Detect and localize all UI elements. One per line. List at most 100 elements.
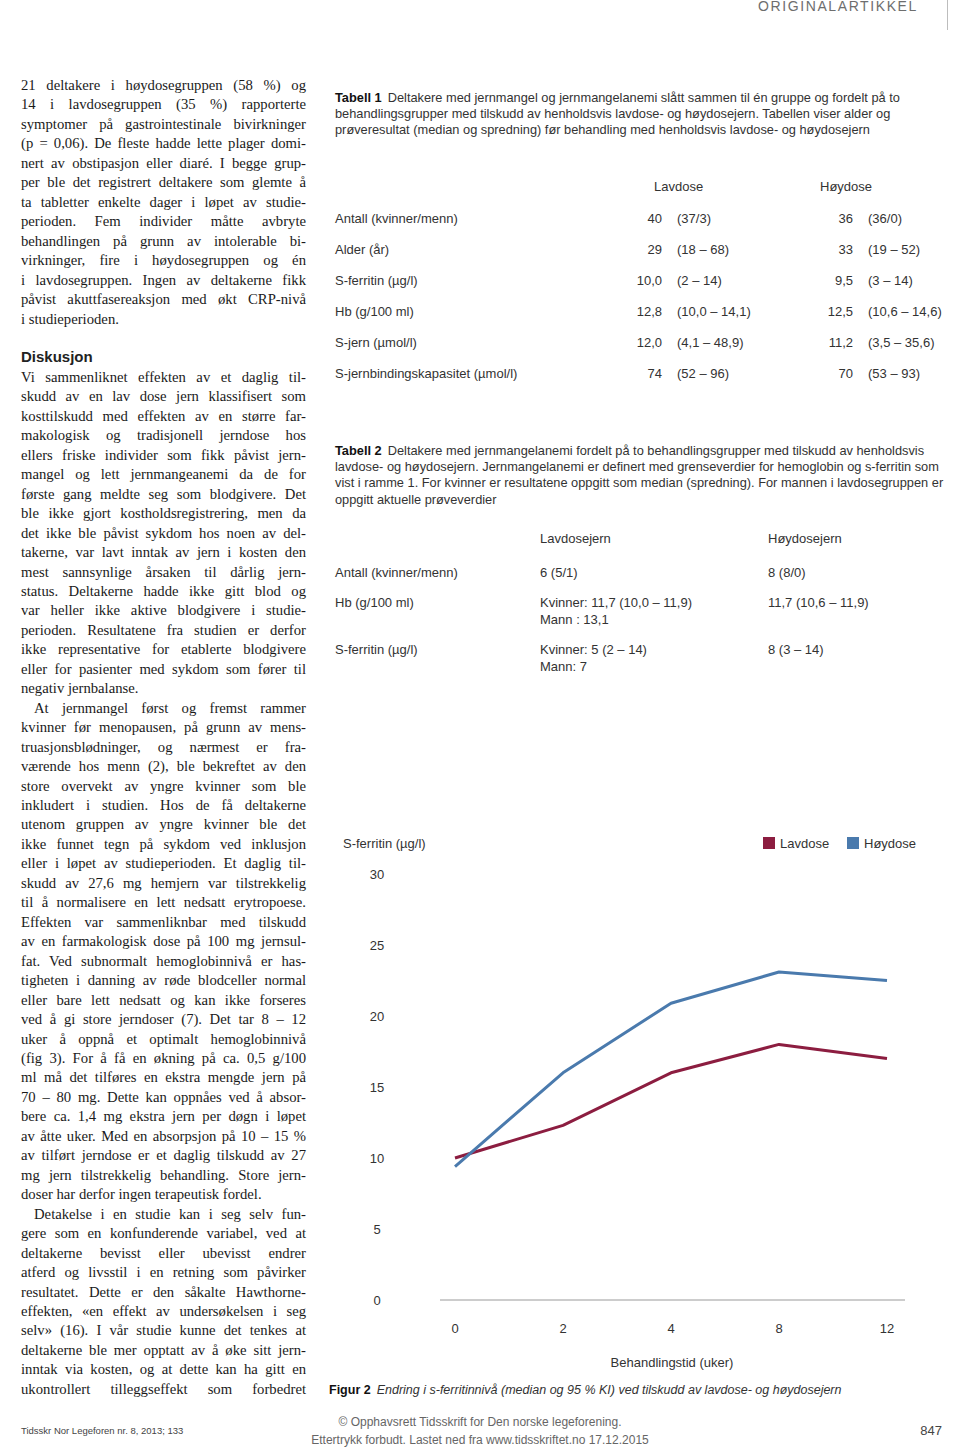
cell-text: 8 (3 – 14) <box>768 641 824 658</box>
chart: S-ferritin (µg/l)051015202530024812Behan… <box>330 820 940 1380</box>
body-line: ml må det tilføres en ekstra mengde jern… <box>21 1067 306 1087</box>
table-caption: Tabell 1Deltakere med jernmangel og jern… <box>335 90 945 139</box>
body-line: inntak via kosten, og at dette kan ha gi… <box>21 1359 306 1379</box>
y-tick-label: 0 <box>373 1293 380 1308</box>
footer-notice: Ettertrykk forbudt. Lastet ned fra www.t… <box>0 1433 960 1447</box>
cell-range: (10,0 – 14,1) <box>677 303 751 320</box>
body-line: deltakerne bevisst eller ubevisst endrer <box>21 1243 306 1263</box>
x-tick-label: 12 <box>880 1321 894 1336</box>
cell-median: 12,8 <box>637 303 662 320</box>
x-axis-title: Behandlingstid (uker) <box>611 1355 734 1370</box>
series-line <box>455 972 887 1167</box>
body-line: ikke funnet tegn på sykdom ved inklusjon <box>21 834 306 854</box>
body-line: status. Deltakerne hadde ikke gitt blod … <box>21 581 306 601</box>
body-line: mangel og lett jernmangeanemi da de for <box>21 464 306 484</box>
body-line: til å normalisere en lett nedsatt erytro… <box>21 892 306 912</box>
body-line: virkninger, fire i høydosegruppen og én <box>21 250 306 270</box>
body-line: eller i løpet av studieperioden. Et dagl… <box>21 853 306 873</box>
cell-text: 8 (8/0) <box>768 564 806 581</box>
cell-median: 36 <box>839 210 853 227</box>
cell-median: 74 <box>648 365 662 382</box>
body-line: atferd og livsstil i en retning som påvi… <box>21 1262 306 1282</box>
body-line: 14 i lavdosegruppen (35 %) rapporterte <box>21 94 306 114</box>
cell-range: (19 – 52) <box>868 241 920 258</box>
cell-median: 33 <box>839 241 853 258</box>
body-line: ukontrollert tilleggseffekt som forbedre… <box>21 1379 306 1399</box>
column-header: Høydose <box>820 178 872 195</box>
row-label: Antall (kvinner/menn) <box>335 564 458 581</box>
row-label: Hb (g/100 ml) <box>335 303 414 320</box>
row-label: Antall (kvinner/menn) <box>335 210 458 227</box>
body-line: uker å oppnå et optimalt hemoglobinnivå <box>21 1029 306 1049</box>
body-line: symptomer på gastrointestinale bivirknin… <box>21 114 306 134</box>
body-line: effekten, «en effekt av undersøkelsen i … <box>21 1301 306 1321</box>
x-tick-label: 8 <box>775 1321 782 1336</box>
body-line: (fig 3). For å få en økning på ca. 0,5 g… <box>21 1048 306 1068</box>
body-line: av en farmakologisk dose på 100 mg jerns… <box>21 931 306 951</box>
row-label: S-jern (µmol/l) <box>335 334 417 351</box>
cell-median: 11,2 <box>829 334 853 351</box>
body-line: doser har derfor ingen terapeutisk forde… <box>21 1184 306 1204</box>
y-axis-title: S-ferritin (µg/l) <box>343 836 426 851</box>
cell-text: 11,7 (10,6 – 11,9) <box>768 594 869 611</box>
row-label: Hb (g/100 ml) <box>335 594 414 611</box>
cell-range: (2 – 14) <box>677 272 722 289</box>
body-line: ellers friske individer som fikk påvist … <box>21 445 306 465</box>
caption-text: Deltakere med jernmangel og jernmangelan… <box>335 90 900 137</box>
footer-copyright: © Opphavsrett Tidsskrift for Den norske … <box>0 1415 960 1429</box>
body-line: Vi sammenliknet effekten av et daglig ti… <box>21 367 306 387</box>
legend-swatch <box>847 837 859 849</box>
body-line: tigheten i danning av røde blodceller no… <box>21 970 306 990</box>
y-tick-label: 20 <box>370 1009 384 1024</box>
cell-median: 70 <box>839 365 853 382</box>
body-line: kosttilskudd med effekten av en større f… <box>21 406 306 426</box>
cell-text: Kvinner: 11,7 (10,0 – 11,9) <box>540 594 692 611</box>
cell-range: (53 – 93) <box>868 365 920 382</box>
body-line: makologisk og tradisjonell jerndose hos <box>21 425 306 445</box>
cell-median: 9,5 <box>835 272 853 289</box>
table-label: Tabell 2 <box>335 443 382 458</box>
x-axis-line <box>440 1300 905 1301</box>
body-line: av åtte uker. Med en absorpsjon på 10 – … <box>21 1126 306 1146</box>
cell-range: (3 – 14) <box>868 272 913 289</box>
body-line: truasjonsblødninger, og nærmest er fra- <box>21 737 306 757</box>
cell-range: (10,6 – 14,6) <box>868 303 942 320</box>
body-line: Detakelse i en studie kan i seg selv fun… <box>21 1204 306 1224</box>
cell-median: 10,0 <box>637 272 662 289</box>
cell-text: Kvinner: 5 (2 – 14) <box>540 641 647 658</box>
legend-label: Lavdose <box>780 836 829 851</box>
section-heading: Diskusjon <box>21 347 93 367</box>
body-line: første gang meldte seg som blodgivere. D… <box>21 484 306 504</box>
column-header: Lavdosejern <box>540 530 611 547</box>
body-line: (p = 0,06). De fleste hadde lette plager… <box>21 133 306 153</box>
caption-text: Deltakere med jernmangelanemi fordelt på… <box>335 443 943 507</box>
cell-range: (18 – 68) <box>677 241 729 258</box>
body-line: skudd av 27,6 mg hemjern var tilstrekkel… <box>21 873 306 893</box>
body-line: perioden. Resultatene fra studien er der… <box>21 620 306 640</box>
body-line: Effekten var sammenliknbar med tilskudd <box>21 912 306 932</box>
cell-range: (36/0) <box>868 210 902 227</box>
cell-range: (4,1 – 48,9) <box>677 334 744 351</box>
cell-median: 12,5 <box>828 303 853 320</box>
x-tick-label: 2 <box>559 1321 566 1336</box>
cell-range: (52 – 96) <box>677 365 729 382</box>
row-label: S-ferritin (µg/l) <box>335 272 418 289</box>
body-line: 21 deltakere i høydosegruppen (58 %) og <box>21 75 306 95</box>
table-caption: Tabell 2Deltakere med jernmangelanemi fo… <box>335 443 945 508</box>
body-line: påvist akuttfasereaksjon med økt CRP-niv… <box>21 289 306 309</box>
figure-caption: Figur 2Endring i s-ferritinnivå (median … <box>329 1383 842 1397</box>
body-line: fat. Ved subnormalt hemoglobinnivå er ha… <box>21 951 306 971</box>
body-line: per ble det registrert deltakere som gle… <box>21 172 306 192</box>
body-line: inkludert i studien. Hos de få deltakern… <box>21 795 306 815</box>
row-label: S-ferritin (µg/l) <box>335 641 418 658</box>
y-tick-label: 5 <box>373 1222 380 1237</box>
row-label: S-jernbindingskapasitet (µmol/l) <box>335 365 517 382</box>
body-line: eller for pasienter med sykdom som fører… <box>21 659 306 679</box>
body-line: utenom gruppen av yngre kvinner ble det <box>21 814 306 834</box>
body-line: var heller ikke aktive blodgivere i stud… <box>21 600 306 620</box>
page: ORIGINALARTIKKEL 21 deltakere i høydosegr… <box>0 0 960 1453</box>
plot-area <box>455 972 887 1167</box>
body-line: selv» (16). I vår studie kunne det tenke… <box>21 1320 306 1340</box>
footer-citation: Tidsskr Nor Legeforen nr. 8, 2013; 133 <box>21 1425 183 1436</box>
section-header: ORIGINALARTIKKEL <box>758 0 918 14</box>
